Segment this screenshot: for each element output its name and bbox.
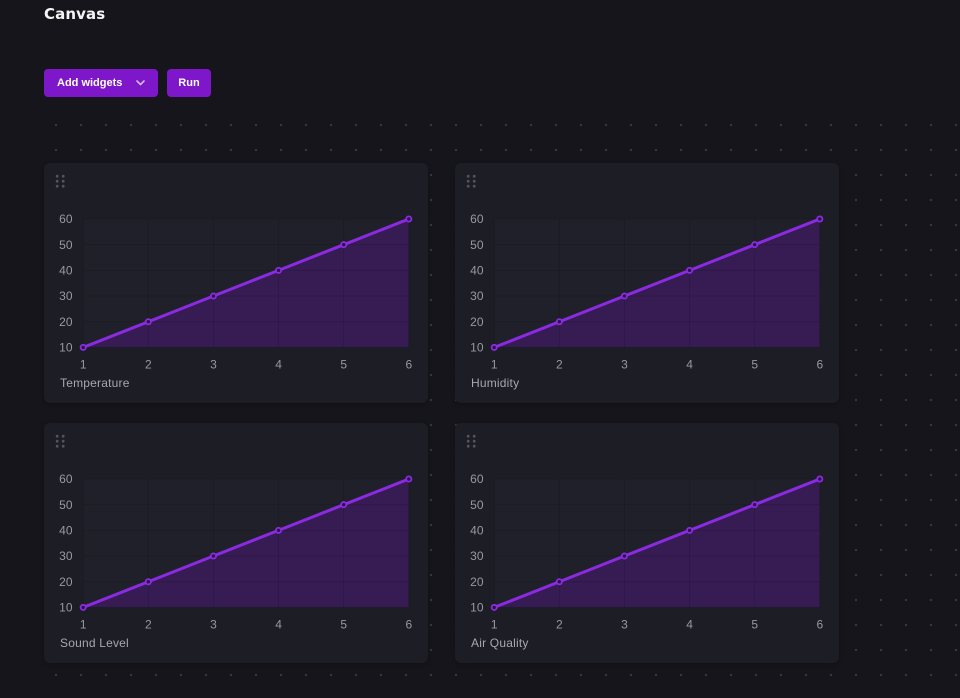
svg-text:40: 40 <box>470 524 484 538</box>
svg-text:60: 60 <box>470 472 484 486</box>
drag-handle-icon[interactable] <box>466 174 478 190</box>
svg-text:20: 20 <box>59 575 73 589</box>
temperature-line-chart: 10 20 30 40 50 60 1 2 3 4 5 6 <box>59 212 412 372</box>
drag-handle-icon[interactable] <box>55 174 67 190</box>
svg-text:6: 6 <box>405 618 412 632</box>
widget-label: Sound Level <box>60 636 129 650</box>
svg-text:4: 4 <box>275 618 282 632</box>
widget-label: Humidity <box>471 376 520 390</box>
sound-level-line-chart: 10 20 30 40 50 60 1 2 3 4 5 6 <box>59 472 412 632</box>
svg-text:30: 30 <box>59 549 73 563</box>
svg-text:1: 1 <box>491 358 498 372</box>
chevron-down-icon <box>136 80 145 86</box>
svg-text:20: 20 <box>470 315 484 329</box>
svg-text:20: 20 <box>470 575 484 589</box>
widget-sound-level: 10 20 30 40 50 60 1 2 3 4 5 6 Sound Level <box>44 423 428 663</box>
toolbar: Add widgets Run <box>44 69 211 97</box>
svg-text:1: 1 <box>80 358 87 372</box>
dashboard-canvas: 10 20 30 40 50 60 1 2 3 4 5 6 Temperature 10 20 30 40 5… <box>44 113 960 698</box>
svg-text:4: 4 <box>686 358 693 372</box>
add-widgets-label: Add widgets <box>57 77 123 89</box>
svg-text:60: 60 <box>470 212 484 226</box>
widget-label: Air Quality <box>471 636 529 650</box>
svg-text:40: 40 <box>470 264 484 278</box>
svg-text:2: 2 <box>556 358 563 372</box>
add-widgets-button[interactable]: Add widgets <box>44 69 158 97</box>
svg-text:6: 6 <box>405 358 412 372</box>
svg-text:60: 60 <box>59 212 73 226</box>
svg-text:10: 10 <box>470 601 484 615</box>
run-button[interactable]: Run <box>167 69 211 97</box>
air-quality-line-chart: 10 20 30 40 50 60 1 2 3 4 5 6 <box>470 472 823 632</box>
svg-text:3: 3 <box>621 618 628 632</box>
svg-text:3: 3 <box>621 358 628 372</box>
svg-text:2: 2 <box>145 618 152 632</box>
svg-text:1: 1 <box>80 618 87 632</box>
svg-text:40: 40 <box>59 264 73 278</box>
svg-text:1: 1 <box>491 618 498 632</box>
widget-temperature: 10 20 30 40 50 60 1 2 3 4 5 6 Temperature <box>44 163 428 403</box>
svg-text:4: 4 <box>275 358 282 372</box>
page-title: Canvas <box>44 5 106 23</box>
svg-text:30: 30 <box>470 289 484 303</box>
svg-text:50: 50 <box>470 238 484 252</box>
svg-text:6: 6 <box>816 618 823 632</box>
svg-text:2: 2 <box>145 358 152 372</box>
svg-text:60: 60 <box>59 472 73 486</box>
svg-text:3: 3 <box>210 358 217 372</box>
svg-text:40: 40 <box>59 524 73 538</box>
drag-handle-icon[interactable] <box>466 434 478 450</box>
svg-text:5: 5 <box>751 358 758 372</box>
svg-text:20: 20 <box>59 315 73 329</box>
svg-text:10: 10 <box>59 601 73 615</box>
svg-text:5: 5 <box>340 618 347 632</box>
svg-text:10: 10 <box>59 341 73 355</box>
svg-text:5: 5 <box>751 618 758 632</box>
svg-text:30: 30 <box>59 289 73 303</box>
svg-text:50: 50 <box>470 498 484 512</box>
svg-text:50: 50 <box>59 238 73 252</box>
svg-text:30: 30 <box>470 549 484 563</box>
run-label: Run <box>178 77 200 89</box>
svg-text:10: 10 <box>470 341 484 355</box>
svg-text:2: 2 <box>556 618 563 632</box>
widget-humidity: 10 20 30 40 50 60 1 2 3 4 5 6 Humidity <box>455 163 839 403</box>
widget-air-quality: 10 20 30 40 50 60 1 2 3 4 5 6 Air Quality <box>455 423 839 663</box>
drag-handle-icon[interactable] <box>55 434 67 450</box>
svg-text:4: 4 <box>686 618 693 632</box>
svg-text:50: 50 <box>59 498 73 512</box>
humidity-line-chart: 10 20 30 40 50 60 1 2 3 4 5 6 <box>470 212 823 372</box>
svg-text:5: 5 <box>340 358 347 372</box>
svg-text:6: 6 <box>816 358 823 372</box>
widget-label: Temperature <box>60 376 130 390</box>
svg-text:3: 3 <box>210 618 217 632</box>
